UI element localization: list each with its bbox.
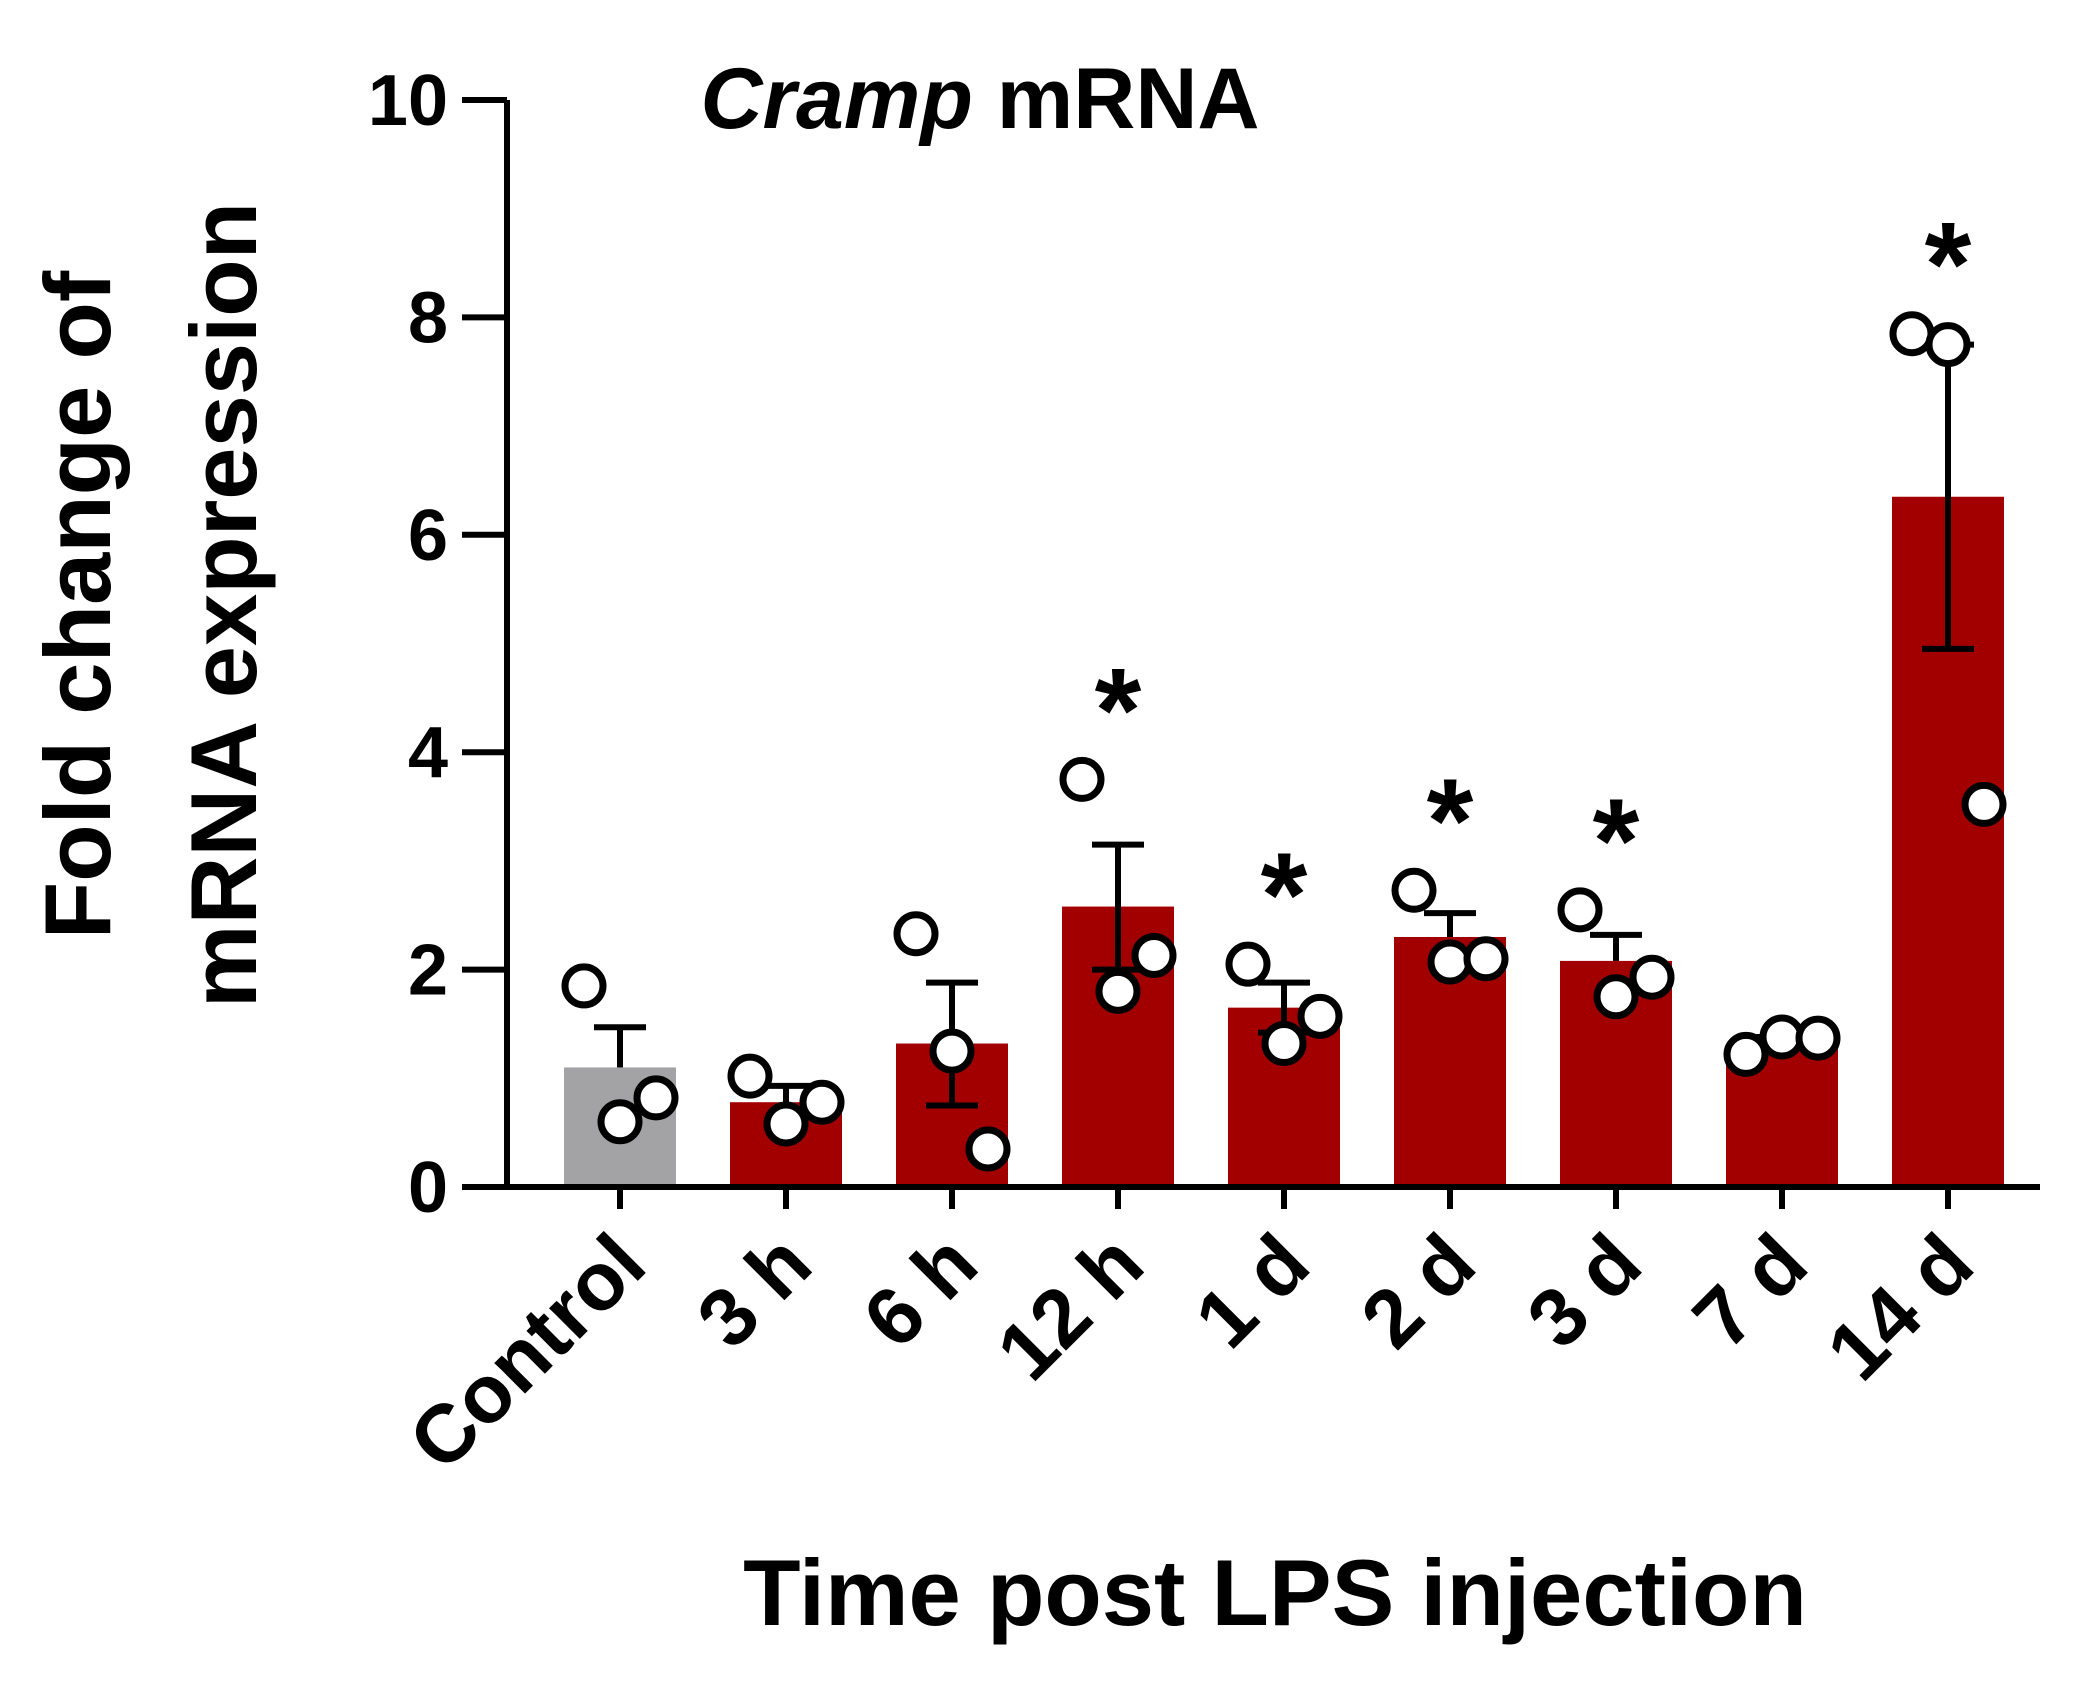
y-axis-ticks: 0 2 4 6 8 10: [368, 61, 507, 1228]
error-bars-layer: [594, 341, 1974, 1109]
x-tick-label-group: 7 d: [1676, 1217, 1824, 1365]
data-point: [929, 1028, 975, 1074]
significance-star: *: [1925, 198, 1972, 332]
y-tick-label: 4: [408, 713, 448, 793]
data-point: [1723, 1031, 1769, 1077]
y-tick-label: 2: [408, 931, 448, 1011]
chart-title-rest: mRNA: [973, 51, 1260, 147]
data-point: [965, 1126, 1011, 1172]
data-point: [1463, 936, 1509, 982]
data-point: [1059, 756, 1105, 802]
data-point: [1427, 939, 1473, 985]
x-tick-label: 3 d: [1510, 1217, 1658, 1365]
chart-title: Cramp mRNA: [700, 51, 1259, 147]
x-tick-label-group: 1 d: [1178, 1217, 1326, 1365]
data-point: [1795, 1015, 1841, 1061]
x-tick-label: 12 h: [980, 1217, 1160, 1397]
data-point: [1095, 968, 1141, 1014]
data-point: [1261, 1021, 1307, 1067]
x-tick-label-group: 2 d: [1344, 1217, 1492, 1365]
x-tick-label: 7 d: [1676, 1217, 1824, 1365]
x-tick-label-group: Control: [392, 1217, 662, 1487]
data-point: [1593, 974, 1639, 1020]
x-tick-label-group: 6 h: [846, 1217, 994, 1365]
data-point: [1297, 993, 1343, 1039]
chart-title-italic: Cramp: [700, 51, 972, 147]
x-axis-title: Time post LPS injection: [743, 1540, 1807, 1645]
data-points-layer: [561, 311, 2007, 1172]
data-point: [1557, 887, 1603, 933]
x-tick-label: 1 d: [1178, 1217, 1326, 1365]
x-tick-label: 6 h: [846, 1217, 994, 1365]
significance-star: *: [1261, 828, 1308, 962]
data-point: [1961, 781, 2007, 827]
data-point: [597, 1099, 643, 1145]
x-tick-label-group: 3 d: [1510, 1217, 1658, 1365]
data-point: [727, 1053, 773, 1099]
x-tick-label-group: 3 h: [680, 1217, 828, 1365]
y-tick-label: 0: [408, 1148, 448, 1228]
y-tick-label: 6: [408, 496, 448, 576]
data-point: [1925, 322, 1971, 368]
data-point: [561, 963, 607, 1009]
data-point: [1225, 941, 1271, 987]
x-tick-label: 2 d: [1344, 1217, 1492, 1365]
x-tick-label-group: 14 d: [1810, 1217, 1990, 1397]
x-tick-label: 3 h: [680, 1217, 828, 1365]
significance-star: *: [1427, 754, 1474, 888]
y-axis-title-line2: mRNA expression: [171, 202, 276, 1008]
data-point: [763, 1101, 809, 1147]
data-point: [1131, 932, 1177, 978]
x-tick-label: 14 d: [1810, 1217, 1990, 1397]
y-axis-title-line1: Fold change of: [25, 270, 130, 939]
y-tick-label: 8: [408, 278, 448, 358]
data-point: [1759, 1014, 1805, 1060]
data-point: [893, 911, 939, 957]
data-point: [633, 1075, 679, 1121]
data-point: [1629, 954, 1675, 1000]
significance-star: *: [1593, 774, 1640, 908]
data-point: [799, 1079, 845, 1125]
data-point: [1391, 867, 1437, 913]
y-tick-label: 10: [368, 61, 448, 141]
significance-layer: * * * * *: [1095, 198, 1972, 962]
significance-star: *: [1095, 643, 1142, 777]
x-tick-label: Control: [392, 1217, 662, 1487]
x-tick-label-group: 12 h: [980, 1217, 1160, 1397]
